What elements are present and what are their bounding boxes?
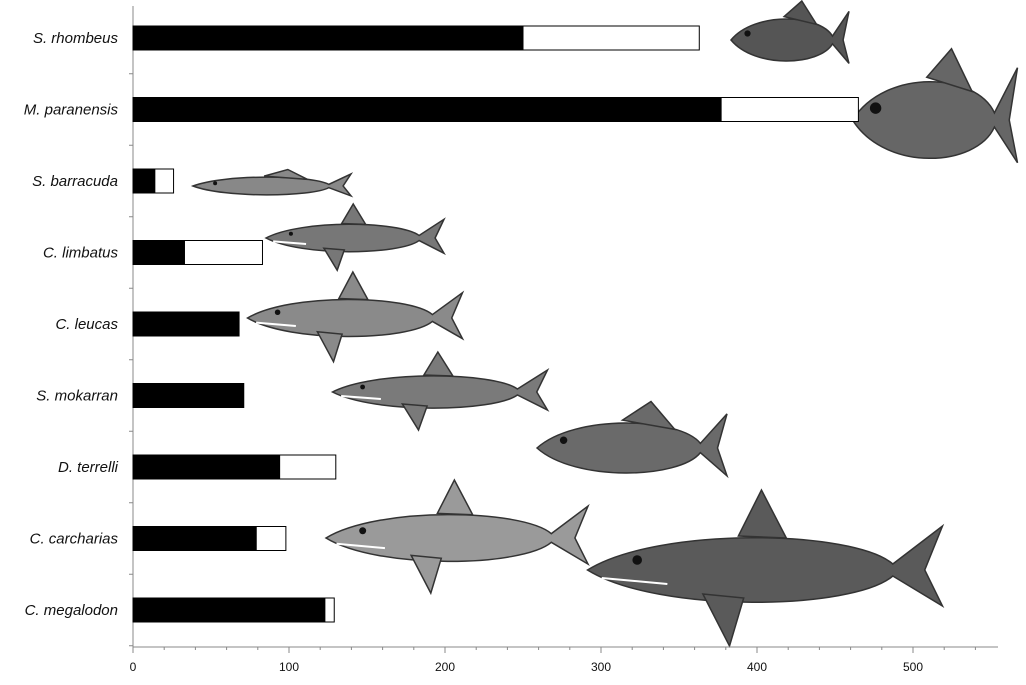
category-label: M. paranensis (24, 102, 119, 119)
bars (132, 25, 859, 623)
bar-segment-dark (132, 97, 722, 122)
x-tick-label: 0 (130, 660, 137, 674)
hammerhead-shark-illustration (330, 350, 550, 432)
eye (213, 181, 218, 186)
labels: 0 100 200 300 400 500 S. rhombeus M. paranensis… (24, 30, 924, 674)
category-label: C. carcharias (30, 531, 119, 548)
megapiranha-illustration (851, 47, 1019, 164)
eye (359, 527, 367, 535)
x-tick-label: 400 (747, 660, 767, 674)
eye (360, 384, 365, 390)
bar-segment-dark (132, 383, 245, 408)
bar-segment-light (522, 25, 700, 51)
barracuda-illustration (190, 168, 354, 198)
x-tick-label: 500 (903, 660, 923, 674)
x-tick-label: 100 (279, 660, 299, 674)
bar-segment-dark (132, 168, 156, 194)
bull-shark-illustration (246, 270, 465, 364)
eye (632, 555, 642, 565)
body-shape (586, 523, 945, 608)
dorsal-fin (337, 270, 370, 301)
dunkleosteus-illustration (535, 400, 729, 479)
pectoral-fin (322, 247, 346, 273)
bar-segment-light (183, 240, 263, 265)
mouth (601, 577, 668, 585)
bar-segment-light (720, 97, 859, 122)
bar-segment-light (279, 454, 337, 480)
pectoral-fin (409, 554, 443, 596)
bar-segment-dark (132, 526, 257, 551)
pectoral-fin (316, 330, 344, 364)
pectoral-fin (400, 403, 429, 432)
body-shape (535, 413, 729, 479)
dorsal-fin (263, 168, 308, 181)
mouth (336, 542, 386, 550)
eye (288, 231, 293, 236)
x-tick-label: 300 (591, 660, 611, 674)
category-label: C. limbatus (43, 245, 119, 262)
eye (274, 309, 281, 316)
dorsal-fin (620, 400, 677, 431)
category-label: C. leucas (55, 316, 118, 333)
body-shape (851, 67, 1019, 164)
bar-segment-light (324, 597, 335, 623)
bar-segment-light (154, 168, 175, 194)
bar-segment-dark (132, 597, 326, 623)
mouth (341, 395, 381, 400)
eye (744, 30, 751, 37)
great-white-shark-illustration (324, 478, 590, 596)
category-label: S. mokarran (36, 388, 118, 405)
category-label: D. terrelli (58, 459, 119, 476)
category-label: S. rhombeus (33, 30, 119, 47)
eye (559, 436, 568, 444)
bar-segment-dark (132, 311, 240, 337)
piranha-illustration (730, 0, 850, 64)
bar-segment-light (255, 526, 287, 551)
bar-segment-dark (132, 454, 281, 480)
category-label: S. barracuda (32, 173, 118, 190)
mouth (273, 240, 307, 245)
dorsal-fin (737, 488, 788, 539)
body-shape (246, 290, 465, 341)
body-shape (330, 367, 550, 412)
dorsal-fin (925, 47, 974, 93)
category-label: C. megalodon (25, 602, 118, 619)
dorsal-fin (782, 0, 819, 26)
body-shape (264, 217, 446, 256)
x-tick-label: 200 (435, 660, 455, 674)
eye (869, 102, 882, 114)
dorsal-fin (422, 350, 455, 377)
dorsal-fin (436, 478, 474, 516)
body-shape (730, 10, 850, 64)
bar-segment-dark (132, 25, 524, 51)
bar-segment-dark (132, 240, 185, 265)
blacktip-shark-illustration (264, 202, 446, 273)
body-shape (190, 172, 354, 198)
dorsal-fin (340, 202, 368, 226)
pectoral-fin (701, 593, 745, 649)
body-shape (324, 503, 590, 567)
illustrations (190, 0, 1019, 649)
mouth (256, 321, 296, 328)
megalodon-illustration (586, 488, 945, 649)
